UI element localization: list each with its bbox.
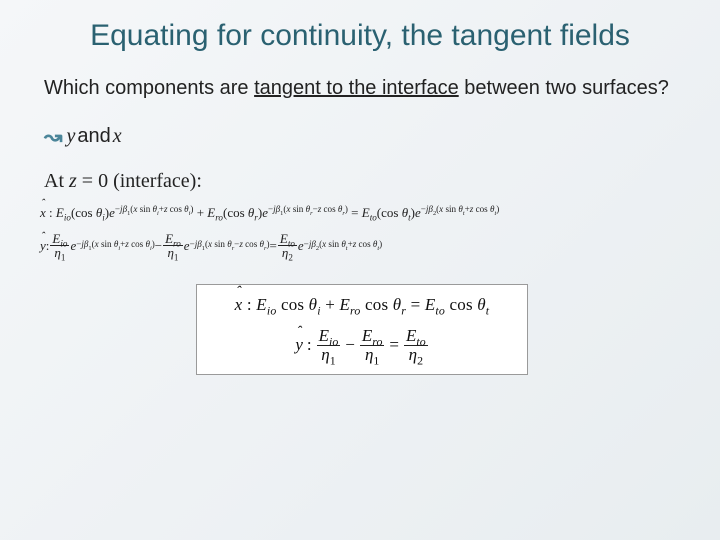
equation-box: x : Eio cos θi + Ero cos θr = Eto cos θt… bbox=[196, 284, 528, 375]
equation-yhat-full: y : Eioη1e−jβ1(x sin θi+z cos θi) − Eroη… bbox=[40, 232, 680, 260]
box-minus: − bbox=[345, 335, 355, 355]
question-pre: Which components are bbox=[44, 77, 254, 99]
equation-box-x: x : Eio cos θi + Ero cos θr = Eto cos θt bbox=[207, 291, 517, 325]
condition-text: At z = 0 (interface): bbox=[44, 170, 680, 193]
condition-pre: At bbox=[44, 170, 69, 192]
yhat-symbol: y bbox=[40, 239, 46, 252]
box-yhat-symbol: y bbox=[295, 335, 303, 355]
question-post: between two surfaces? bbox=[459, 77, 669, 99]
equation-xhat-full: x : Eio(cos θi)e−jβ1(x sin θi+z cos θi) … bbox=[40, 203, 680, 224]
box-xhat-symbol: x bbox=[235, 295, 243, 315]
answer-var-y: y bbox=[66, 125, 75, 148]
answer-var-x: x bbox=[113, 125, 122, 148]
question-underlined: tangent to the interface bbox=[254, 77, 459, 99]
question-text: Which components are tangent to the inte… bbox=[44, 76, 680, 101]
condition-var: z bbox=[69, 170, 77, 192]
slide: Equating for continuity, the tangent fie… bbox=[0, 0, 720, 540]
box-eq: = bbox=[389, 335, 399, 355]
xhat-symbol: x bbox=[40, 203, 46, 224]
slide-title: Equating for continuity, the tangent fie… bbox=[40, 18, 680, 54]
bullet-arrow-icon: ↝ bbox=[44, 126, 62, 148]
slide-body: Which components are tangent to the inte… bbox=[40, 76, 680, 375]
condition-post: = 0 (interface): bbox=[77, 170, 202, 192]
answer-and: and bbox=[77, 125, 110, 148]
equation-box-y: y : Eioη1 − Eroη1 = Etoη2 bbox=[207, 325, 517, 364]
answer-line: ↝ y and x bbox=[44, 125, 680, 148]
